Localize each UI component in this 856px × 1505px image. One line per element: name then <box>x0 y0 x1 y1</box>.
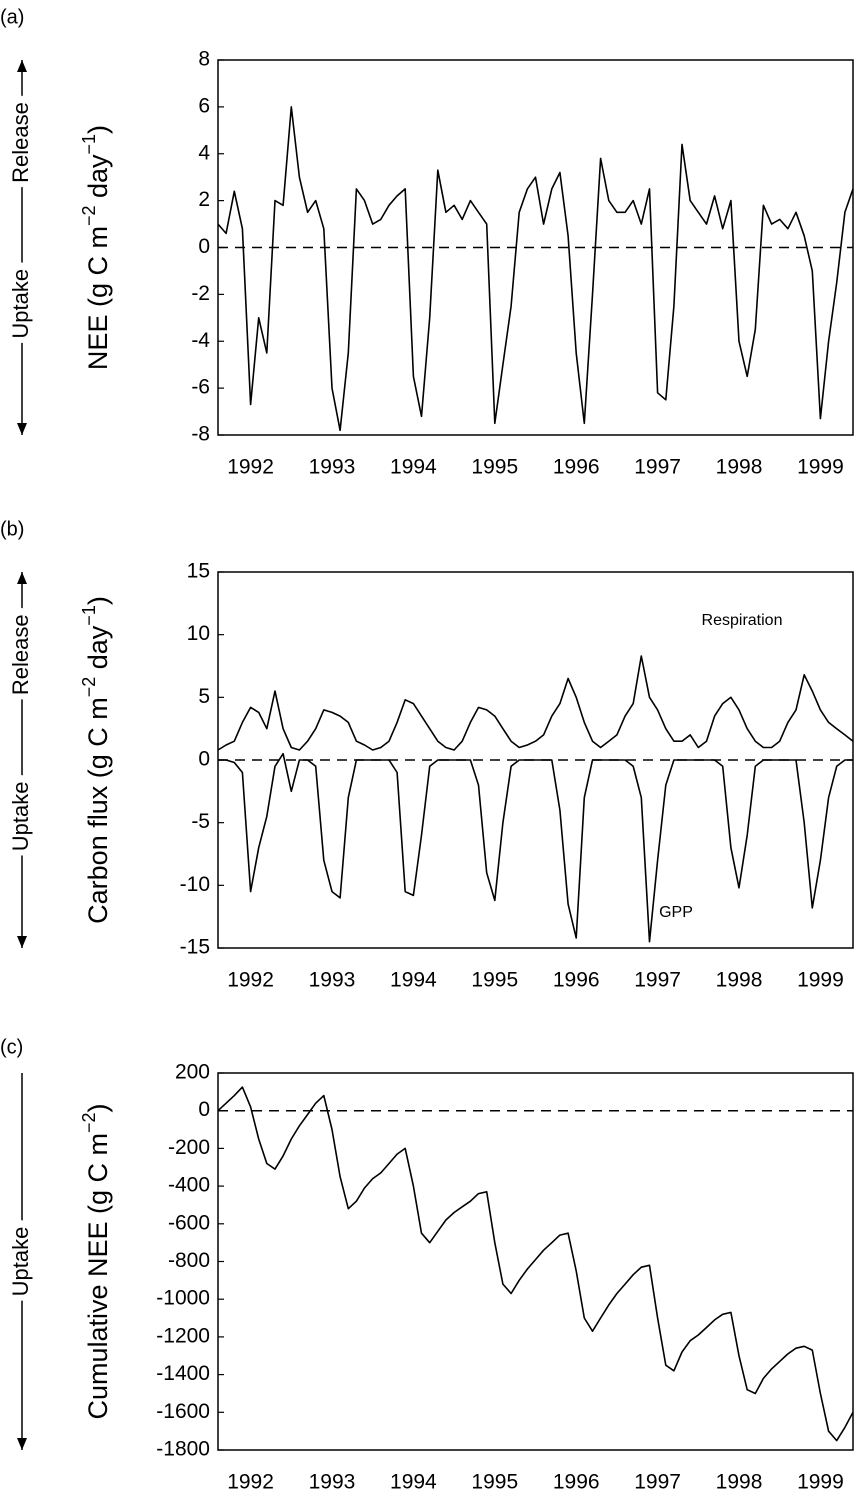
x-tick-label: 1997 <box>634 969 681 992</box>
arrow-head <box>17 1438 27 1450</box>
x-tick-label: 1993 <box>309 456 356 479</box>
y-tick-label: 0 <box>198 748 210 771</box>
x-tick-label: 1992 <box>227 456 274 479</box>
y-tick-label: 200 <box>175 1061 210 1084</box>
side-label: Uptake <box>8 269 33 339</box>
y-axis-title-part: day <box>83 625 113 677</box>
y-tick-label: 0 <box>198 1098 210 1121</box>
data-line <box>217 1086 854 1442</box>
plot-frame <box>217 1072 854 1451</box>
y-tick-label: -400 <box>168 1174 210 1197</box>
y-tick-label: 10 <box>187 622 210 645</box>
y-tick-label: -6 <box>191 376 210 399</box>
panel: (b) -15 -10 -5 0 5 10 15 1992 1993 1994 1995 1996 199… <box>0 518 854 992</box>
panel: (a) -8 -6 -4 -2 0 2 4 6 8 1992 1993 1994 1995 1996 1997… <box>0 6 854 479</box>
y-tick-label: -4 <box>191 329 210 352</box>
panel-label: (c) <box>0 1036 23 1058</box>
y-axis-title-part: ) <box>83 125 113 134</box>
x-tick-label: 1994 <box>390 456 437 479</box>
y-axis-title-part: ) <box>83 596 113 605</box>
y-tick-label: -1000 <box>156 1287 210 1310</box>
y-axis-title-part: NEE (g C m <box>83 226 113 370</box>
x-tick-label: 1999 <box>797 1471 844 1494</box>
y-tick-label: -15 <box>180 936 210 959</box>
y-tick-label: 5 <box>198 685 210 708</box>
x-tick-label: 1997 <box>634 1471 681 1494</box>
side-label: Release <box>8 102 33 183</box>
data-line <box>218 752 853 943</box>
y-axis-title-superscript: −2 <box>79 1112 99 1133</box>
y-axis-title: Cumulative NEE (g C m−2) <box>79 1103 113 1419</box>
y-tick-label: 15 <box>187 560 210 583</box>
y-tick-label: 4 <box>198 141 210 164</box>
plot-frame <box>217 59 854 436</box>
side-label: Release <box>8 614 33 695</box>
x-tick-label: 1999 <box>797 456 844 479</box>
side-label: Uptake <box>8 1227 33 1297</box>
data-line <box>217 106 854 432</box>
y-tick-label: 0 <box>198 235 210 258</box>
x-tick-label: 1994 <box>390 1471 437 1494</box>
x-tick-label: 1993 <box>309 1471 356 1494</box>
y-tick-label: -8 <box>191 423 210 446</box>
y-axis-title: NEE (g C m−2 day−1) <box>79 125 113 370</box>
panel-label: (a) <box>0 6 24 28</box>
x-tick-label: 1994 <box>390 969 437 992</box>
x-tick-label: 1995 <box>471 969 518 992</box>
data-line <box>217 655 854 751</box>
x-tick-label: 1992 <box>227 969 274 992</box>
y-tick-label: -1600 <box>156 1400 210 1423</box>
y-tick-label: -1400 <box>156 1362 210 1385</box>
x-tick-label: 1995 <box>471 1471 518 1494</box>
y-tick-label: -1200 <box>156 1324 210 1347</box>
y-tick-label: 6 <box>198 94 210 117</box>
y-tick-label: -2 <box>191 282 210 305</box>
y-tick-label: -600 <box>168 1211 210 1234</box>
annotation: Respiration <box>702 612 783 629</box>
y-axis-title-part: ) <box>83 1103 113 1112</box>
y-axis-title-superscript: −1 <box>79 605 99 626</box>
y-axis-title-part: Cumulative NEE (g C m <box>83 1133 113 1420</box>
x-tick-label: 1996 <box>553 969 600 992</box>
y-tick-label: 8 <box>198 48 210 71</box>
arrow-head <box>17 423 27 435</box>
y-tick-label: -200 <box>168 1136 210 1159</box>
arrow-head <box>17 60 27 72</box>
y-axis-title: Carbon flux (g C m−2 day−1) <box>79 596 113 924</box>
x-tick-label: 1999 <box>797 969 844 992</box>
x-tick-label: 1997 <box>634 456 681 479</box>
arrow-head <box>17 572 27 584</box>
y-tick-label: -1800 <box>156 1438 210 1461</box>
y-axis-title-superscript: −1 <box>79 134 99 155</box>
x-tick-label: 1998 <box>716 1471 763 1494</box>
x-tick-label: 1995 <box>471 456 518 479</box>
x-tick-label: 1996 <box>553 1471 600 1494</box>
x-tick-label: 1993 <box>309 969 356 992</box>
panel: (c) -1800 -1600 -1400 -1200 -1000 -800 -600 -400… <box>0 1036 854 1494</box>
x-tick-label: 1998 <box>716 456 763 479</box>
y-axis-title-superscript: −2 <box>79 206 99 227</box>
panel-label: (b) <box>0 518 24 540</box>
arrow-head <box>17 936 27 948</box>
y-axis-title-superscript: −2 <box>79 677 99 698</box>
y-tick-label: -10 <box>180 873 210 896</box>
annotation: GPP <box>659 904 693 921</box>
y-axis-title-part: day <box>83 154 113 206</box>
y-tick-label: 2 <box>198 188 210 211</box>
y-tick-label: -5 <box>191 810 210 833</box>
side-label: Uptake <box>8 782 33 852</box>
y-tick-label: -800 <box>168 1249 210 1272</box>
x-tick-label: 1996 <box>553 456 600 479</box>
x-tick-label: 1998 <box>716 969 763 992</box>
plot-frame <box>217 571 854 949</box>
x-tick-label: 1992 <box>227 1471 274 1494</box>
y-axis-title-part: Carbon flux (g C m <box>83 697 113 924</box>
